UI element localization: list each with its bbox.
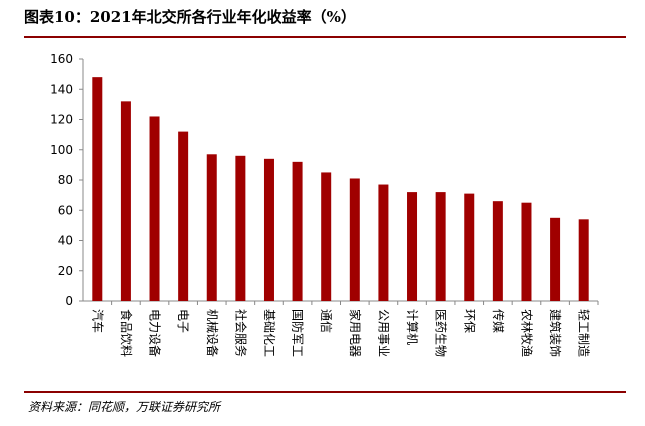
bar — [435, 192, 446, 301]
bar — [578, 219, 589, 301]
x-tick-label: 医药生物 — [434, 309, 448, 357]
y-tick-label: 160 — [50, 52, 73, 66]
x-tick-label: 传媒 — [491, 309, 506, 333]
x-tick-label: 通信 — [319, 309, 333, 333]
x-tick-label: 建筑装饰 — [548, 309, 563, 357]
x-tick-label: 环保 — [462, 309, 476, 333]
y-tick-label: 40 — [58, 234, 73, 248]
bar — [263, 158, 274, 301]
x-tick-label: 公用事业 — [376, 309, 390, 357]
y-tick-label: 100 — [50, 143, 73, 157]
source-note: 资料来源：同花顺，万联证券研究所 — [28, 400, 221, 414]
bar — [235, 155, 246, 301]
y-tick-label: 20 — [58, 264, 73, 278]
bar — [120, 101, 131, 301]
x-tick-label: 轻工制造 — [577, 309, 591, 357]
bar — [550, 217, 561, 301]
chart-title: 图表10：2021年北交所各行业年化收益率（%） — [24, 8, 356, 26]
x-tick-label: 电子 — [176, 309, 190, 333]
x-tick-label: 食品饮料 — [119, 309, 134, 357]
bar — [492, 201, 503, 301]
x-tick-label: 电力设备 — [148, 309, 162, 357]
bar — [521, 202, 532, 301]
y-tick-label: 0 — [65, 294, 73, 308]
bar — [349, 178, 360, 301]
bar — [178, 131, 189, 301]
title-divider — [24, 36, 626, 38]
x-tick-label: 农林牧渔 — [519, 309, 533, 357]
bar — [292, 161, 303, 301]
x-tick-label: 汽车 — [90, 309, 105, 333]
bar — [464, 193, 475, 301]
y-tick-label: 60 — [58, 203, 73, 217]
bar — [407, 192, 418, 301]
y-tick-label: 140 — [50, 82, 73, 96]
x-tick-label: 基础化工 — [262, 309, 276, 357]
y-tick-label: 120 — [50, 113, 73, 127]
x-tick-label: 计算机 — [405, 309, 420, 345]
footer-divider — [24, 391, 626, 393]
x-tick-label: 国防军工 — [291, 309, 306, 357]
bar — [92, 77, 103, 302]
x-tick-label: 机械设备 — [205, 309, 220, 357]
bar — [321, 172, 332, 301]
x-tick-label: 社会服务 — [233, 309, 248, 357]
bar — [149, 116, 160, 301]
bar — [206, 154, 217, 301]
y-tick-label: 80 — [58, 173, 73, 187]
x-tick-label: 家用电器 — [348, 309, 363, 357]
bar — [378, 184, 389, 301]
